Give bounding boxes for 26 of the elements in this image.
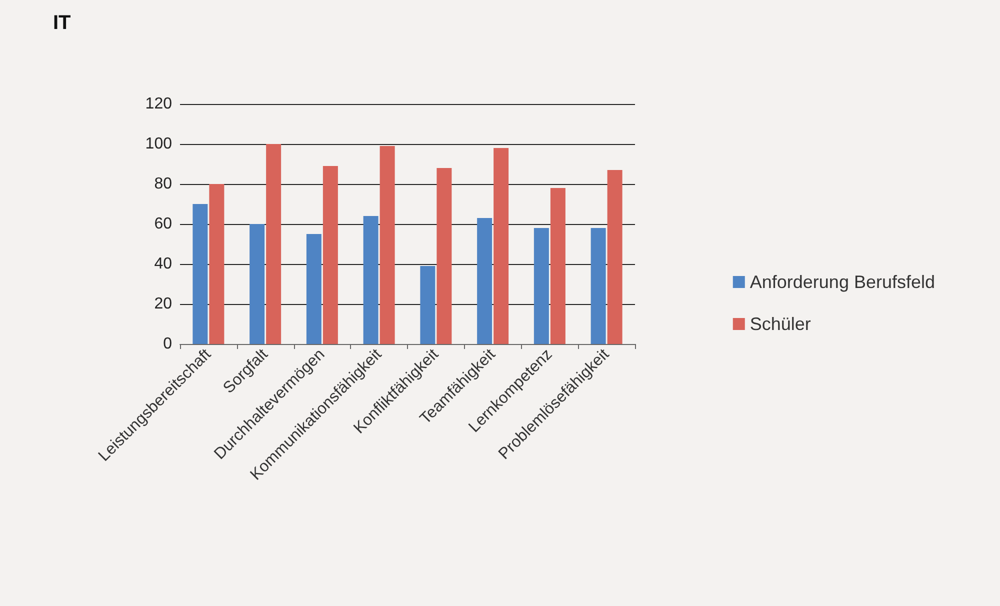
y-tick-label: 100 [145, 136, 172, 152]
y-tick-label: 0 [163, 336, 172, 352]
bar [607, 170, 622, 344]
bar [322, 166, 338, 344]
bar [534, 228, 549, 344]
chart-title: IT [53, 12, 71, 34]
y-tick-label: 80 [154, 176, 172, 192]
bar [192, 204, 208, 344]
y-tick-label: 40 [154, 256, 172, 272]
bar [590, 228, 606, 344]
bar [494, 148, 509, 344]
bar [477, 218, 492, 344]
bar [550, 188, 566, 344]
bar [363, 216, 378, 344]
bar [380, 146, 395, 344]
bar [306, 234, 322, 344]
y-tick-label: 120 [145, 96, 172, 112]
bar [250, 224, 265, 344]
legend-label: Anforderung Berufsfeld [750, 272, 936, 292]
bar [266, 144, 282, 344]
bar [420, 266, 436, 344]
bar [209, 184, 224, 344]
bar [436, 168, 452, 344]
y-tick-label: 60 [154, 216, 172, 232]
y-tick-label: 20 [154, 296, 172, 312]
legend-label: Schüler [750, 314, 811, 334]
